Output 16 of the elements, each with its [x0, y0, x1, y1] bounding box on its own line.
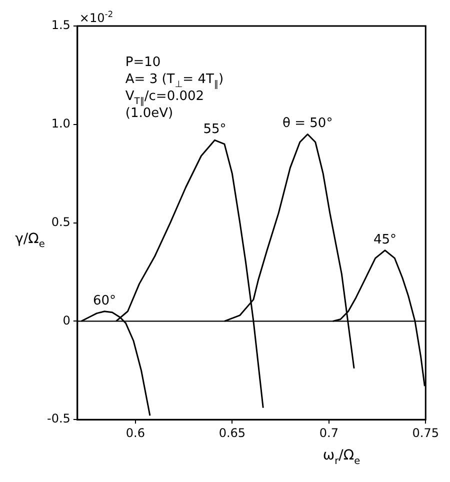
- series-label: 55°: [203, 122, 226, 138]
- series-label: 45°: [373, 232, 397, 248]
- y-tick-label: 0: [62, 313, 70, 328]
- y-tick-label: 1.0: [51, 116, 70, 131]
- x-tick-label: 0.6: [126, 426, 145, 440]
- y-tick-label: -0.5: [46, 412, 70, 426]
- annotation: P=10: [125, 55, 161, 70]
- y-tick-label: 0.5: [51, 214, 70, 229]
- annotation: (1.0eV): [125, 106, 174, 121]
- x-tick-label: 0.7: [319, 426, 338, 440]
- y-tick-label: 1.5: [51, 18, 70, 32]
- annotation: A= 3 (T⊥= 4T∥): [125, 72, 224, 90]
- x-tick-label: 0.75: [412, 426, 439, 440]
- series-label: 60°: [92, 293, 116, 308]
- series-label: θ = 50°: [282, 116, 333, 132]
- x-tick-label: 0.65: [218, 426, 246, 440]
